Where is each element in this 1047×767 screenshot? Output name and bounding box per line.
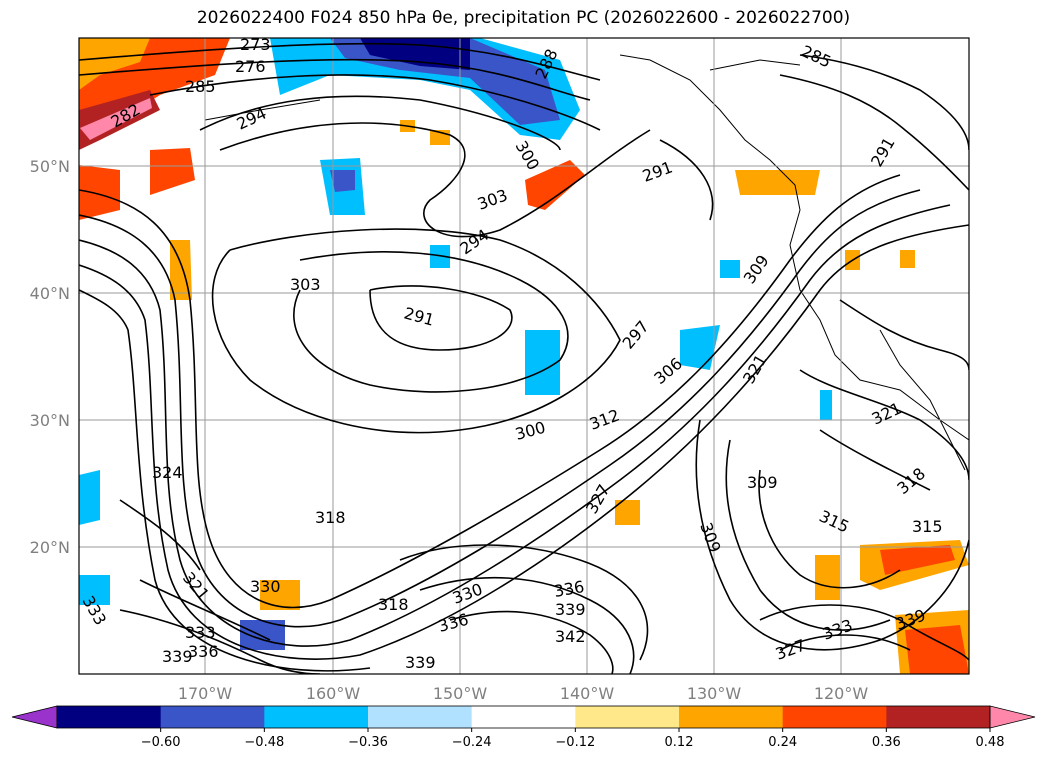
contour-label-339: 339 [555,600,586,619]
contour-label-324: 324 [152,463,183,482]
colorbar-tick-label: 0.12 [665,735,694,750]
colorbar-box [471,706,576,728]
contour-label-330: 330 [250,577,281,596]
colorbar-tick-label: 0.36 [872,735,901,750]
contour-label-342: 342 [555,627,586,646]
lat-label-30: 30°N [30,411,70,430]
contour-label-339c: 339 [405,653,436,672]
lat-label-40: 40°N [30,284,70,303]
contour-label-276: 276 [235,57,266,76]
lat-label-20: 20°N [30,538,70,557]
colorbar-border [56,705,991,729]
colorbar-box [575,706,680,728]
contour-label-336c: 336 [188,642,219,661]
lon-label-150w: 150°W [433,684,488,703]
colorbar-extend-high [989,705,1036,729]
colorbar-box [886,706,991,728]
colorbar: −0.60 −0.48 −0.36 −0.24 −0.12 0.12 0.24 0.36 0.4… [11,705,1036,750]
map-area: 273 276 285 282 294 288 300 303 294 291 … [79,35,969,674]
lon-label-130w: 130°W [687,684,742,703]
colorbar-tick-label: −0.36 [348,735,388,750]
contour-label-273: 273 [240,35,271,54]
colorbar-extend-low [11,705,58,729]
colorbar-box [160,706,265,728]
colorbar-box [782,706,887,728]
contour-label-285: 285 [185,77,216,96]
colorbar-box [57,706,162,728]
graticule [79,38,969,674]
colorbar-box [679,706,784,728]
lon-label-170w: 170°W [178,684,233,703]
contour-label-303b: 303 [290,275,321,294]
contour-label-318: 318 [315,508,346,527]
theta-e-contours [79,42,969,674]
colorbar-tick-label: −0.48 [244,735,284,750]
contour-label-333: 333 [185,623,216,642]
lon-label-120w: 120°W [814,684,869,703]
lon-label-160w: 160°W [306,684,361,703]
lon-label-140w: 140°W [560,684,615,703]
lon-labels: 170°W 160°W 150°W 140°W 130°W 120°W [178,684,869,703]
contour-label-309b: 309 [747,473,778,492]
coastlines [204,54,969,471]
colorbar-tick-label: −0.60 [141,735,181,750]
colorbar-tick-label: 0.48 [976,735,1005,750]
contour-label-318c: 318 [378,595,409,614]
contour-label-339b: 339 [162,647,193,666]
colorbar-tick-label: 0.24 [768,735,797,750]
plot-title: 2026022400 F024 850 hPa θe, precipitatio… [196,8,851,28]
lat-labels: 50°N 40°N 30°N 20°N [30,157,70,557]
contour-label-315b: 315 [912,517,943,536]
colorbar-box [264,706,369,728]
colorbar-tick-label: −0.24 [452,735,492,750]
map-frame [78,37,970,675]
lat-label-50: 50°N [30,157,70,176]
colorbar-box [368,706,473,728]
colorbar-tick-label: −0.12 [555,735,595,750]
